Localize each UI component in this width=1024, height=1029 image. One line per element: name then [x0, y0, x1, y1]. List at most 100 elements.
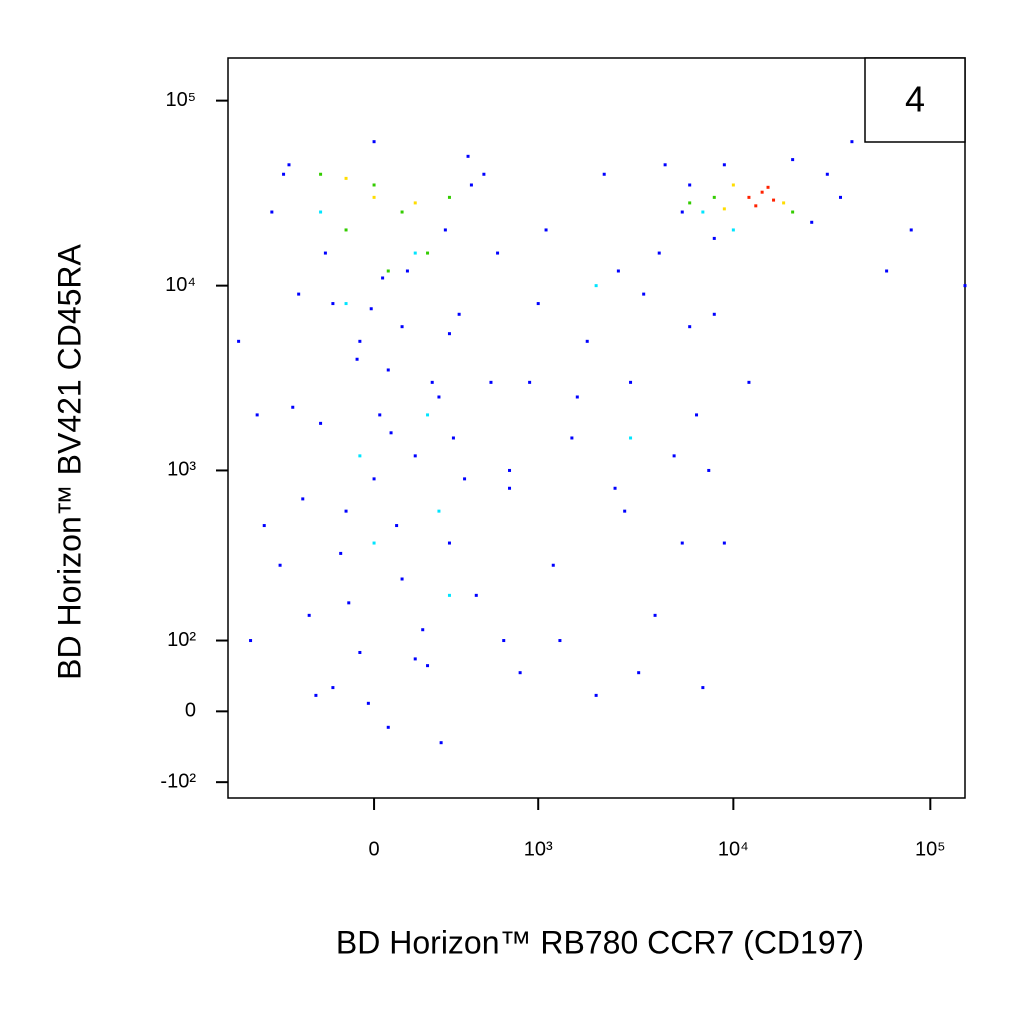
point — [657, 251, 661, 255]
point — [544, 228, 548, 232]
point — [358, 650, 362, 654]
point — [712, 195, 716, 199]
point — [301, 497, 305, 501]
point — [810, 220, 814, 224]
point — [731, 228, 735, 232]
point — [291, 405, 295, 409]
point — [437, 395, 441, 399]
x-tick-label: 10⁵ — [915, 838, 946, 860]
point — [344, 228, 348, 232]
point — [747, 195, 751, 199]
point — [469, 183, 473, 187]
point — [307, 613, 311, 617]
point — [237, 339, 241, 343]
y-tick-label: 10³ — [167, 459, 196, 481]
point — [426, 413, 430, 417]
point — [502, 639, 506, 643]
point — [447, 593, 451, 597]
point — [413, 454, 417, 458]
point — [378, 413, 382, 417]
point — [642, 292, 646, 296]
point — [782, 201, 786, 205]
point — [372, 140, 376, 144]
point — [712, 312, 716, 316]
y-tick-label: -10² — [160, 770, 196, 792]
point — [760, 190, 764, 194]
point — [287, 163, 291, 167]
point — [602, 172, 606, 176]
point — [482, 172, 486, 176]
y-axis-title: BD Horizon™ BV421 CD45RA — [51, 243, 87, 679]
point — [528, 380, 532, 384]
point — [463, 477, 467, 481]
point — [712, 236, 716, 240]
point — [372, 477, 376, 481]
point — [508, 486, 512, 490]
plot-frame — [227, 57, 966, 799]
point — [278, 563, 282, 567]
x-tick-label: 10³ — [524, 838, 553, 860]
point — [389, 431, 393, 435]
point — [347, 601, 351, 605]
point — [249, 639, 253, 643]
point — [430, 380, 434, 384]
point — [570, 436, 574, 440]
point — [426, 251, 430, 255]
point — [366, 701, 370, 705]
point — [381, 276, 385, 280]
point — [839, 195, 843, 199]
point — [518, 671, 522, 675]
point — [688, 183, 692, 187]
point — [344, 302, 348, 306]
point — [358, 339, 362, 343]
point — [731, 183, 735, 187]
point — [282, 172, 286, 176]
point — [331, 686, 335, 690]
point — [680, 210, 684, 214]
point — [437, 509, 441, 513]
point — [551, 563, 555, 567]
point — [466, 154, 470, 158]
point — [319, 210, 323, 214]
point — [754, 204, 758, 208]
point — [457, 312, 461, 316]
point — [413, 201, 417, 205]
point — [623, 509, 627, 513]
point — [496, 251, 500, 255]
point — [594, 284, 598, 288]
x-tick-label: 0 — [369, 838, 380, 860]
point — [395, 524, 399, 528]
point — [426, 664, 430, 668]
point — [344, 509, 348, 513]
point — [637, 671, 641, 675]
point — [688, 325, 692, 329]
point — [680, 541, 684, 545]
point — [909, 228, 913, 232]
point — [372, 183, 376, 187]
point — [629, 436, 633, 440]
point — [558, 639, 562, 643]
point — [314, 693, 318, 697]
point — [672, 454, 676, 458]
point — [825, 172, 829, 176]
point — [850, 140, 854, 144]
point — [722, 207, 726, 211]
point — [255, 413, 259, 417]
point — [447, 332, 451, 336]
y-tick-label: 10² — [167, 629, 196, 651]
point — [695, 413, 699, 417]
point — [616, 269, 620, 273]
x-axis-title: BD Horizon™ RB780 CCR7 (CD197) — [336, 924, 864, 960]
y-tick-label: 10⁵ — [165, 89, 196, 111]
point — [791, 158, 795, 162]
point — [536, 302, 540, 306]
gate-label: 4 — [905, 79, 925, 120]
point — [722, 163, 726, 167]
point — [766, 185, 770, 189]
point — [297, 292, 301, 296]
point — [413, 251, 417, 255]
point — [585, 339, 589, 343]
point — [629, 380, 633, 384]
